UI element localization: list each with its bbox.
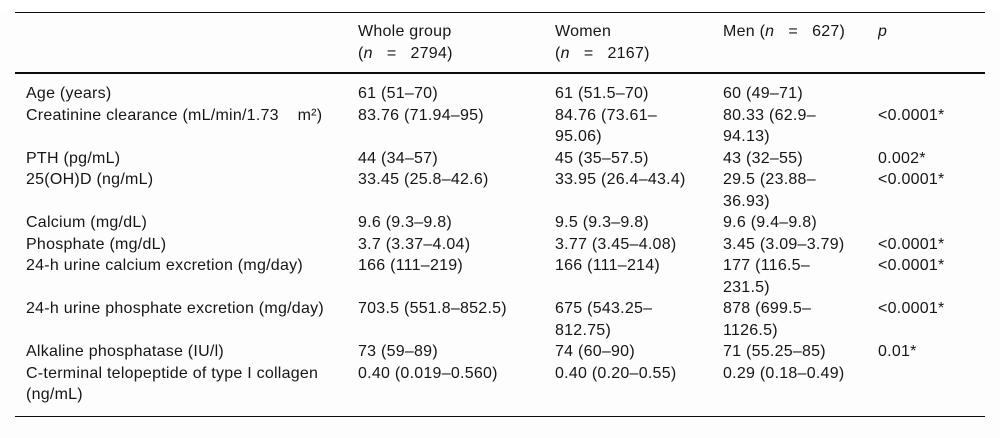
row-label-cell: Calcium (mg/dL) [26,214,148,231]
table-row: 24-h urine calcium excretion (mg/day) 16… [15,255,985,298]
table-row: C-terminal telopeptide of type I collage… [15,363,985,417]
p-value-cell: <0.0001* [878,106,945,124]
men-n: (n = 627) [759,23,846,40]
value-cell: 177 (116.5– 231.5) [723,257,810,296]
patient-characteristics-table: Whole group (n = 2794) Women (n = 2167) … [15,12,985,417]
row-label-cell: PTH (pg/mL) [26,149,121,167]
value-cell: 675 (543.25– 812.75) [555,300,653,339]
column-header-men: Men (n = 627) [723,13,878,74]
value-cell: 3.7 (3.37–4.04) [358,235,471,253]
p-value-cell: 0.01* [878,343,917,360]
value-cell: 9.6 (9.3–9.8) [358,214,452,231]
value-cell: 9.5 (9.3–9.8) [555,214,649,231]
row-label-cell: 24-h urine phosphate excretion (mg/day) [26,300,324,317]
p-value-cell: <0.0001* [878,300,945,317]
whole-group-title: Whole group [358,23,452,40]
value-cell: 33.45 (25.8–42.6) [358,171,489,188]
value-cell: 3.77 (3.45–4.08) [555,235,677,253]
table-row: 24-h urine phosphate excretion (mg/day) … [15,298,985,341]
value-cell: 29.5 (23.88– 36.93) [723,171,816,210]
value-cell: 166 (111–214) [555,257,660,274]
p-value-cell: <0.0001* [878,235,945,253]
value-cell: 9.6 (9.4–9.8) [723,214,817,231]
value-cell: 33.95 (26.4–43.4) [555,171,686,188]
row-label-cell: Age (years) [26,85,112,102]
column-header-women: Women (n = 2167) [555,13,723,74]
table-row: Phosphate (mg/dL) 3.7 (3.37–4.04) 3.77 (… [15,234,985,256]
value-cell: 71 (55.25–85) [723,343,826,360]
table-row: Age (years) 61 (51–70) 61 (51.5–70) 60 (… [15,73,985,105]
table-row: 25(OH)D (ng/mL) 33.45 (25.8–42.6) 33.95 … [15,169,985,212]
p-value-cell: <0.0001* [878,257,945,274]
value-cell: 83.76 (71.94–95) [358,106,484,124]
row-label-cell: Phosphate (mg/dL) [26,235,167,253]
row-label-cell: 24-h urine calcium excretion (mg/day) [26,257,303,274]
p-value-cell [878,363,985,417]
value-cell: 84.76 (73.61– 95.06) [555,106,657,146]
value-cell: 73 (59–89) [358,343,438,360]
men-title: Men [723,23,760,40]
value-cell: 0.40 (0.019–0.560) [358,364,498,382]
column-header-parameter [15,13,358,74]
women-title: Women [555,23,612,40]
value-cell: 45 (35–57.5) [555,149,649,167]
value-cell: 3.45 (3.09–3.79) [723,235,845,253]
value-cell: 80.33 (62.9– 94.13) [723,106,816,146]
table-row: Calcium (mg/dL) 9.6 (9.3–9.8) 9.5 (9.3–9… [15,212,985,234]
p-value-cell [878,73,985,105]
row-label-cell: Creatinine clearance (mL/min/1.73 m²) [26,106,323,124]
value-cell: 0.40 (0.20–0.55) [555,364,677,382]
p-value-cell: 0.002* [878,149,926,167]
row-label-cell: 25(OH)D (ng/mL) [26,171,154,188]
value-cell: 878 (699.5– 1126.5) [723,300,812,339]
p-value-cell [878,212,985,234]
column-header-p: p [878,23,888,40]
value-cell: 61 (51–70) [358,85,438,102]
value-cell: 703.5 (551.8–852.5) [358,300,507,317]
row-label-cell: Alkaline phosphatase (IU/l) [26,343,224,360]
value-cell: 61 (51.5–70) [555,85,649,102]
women-n: (n = 2167) [555,44,650,62]
value-cell: 44 (34–57) [358,149,438,167]
value-cell: 166 (111–219) [358,257,463,274]
column-header-whole-group: Whole group (n = 2794) [358,13,555,74]
p-value-cell: <0.0001* [878,171,945,188]
table-figure: Whole group (n = 2794) Women (n = 2167) … [0,12,1000,438]
value-cell: 0.29 (0.18–0.49) [723,364,845,382]
value-cell: 60 (49–71) [723,85,803,102]
table-row: Alkaline phosphatase (IU/l) 73 (59–89) 7… [15,341,985,363]
whole-group-n: (n = 2794) [358,44,453,62]
table-row: Creatinine clearance (mL/min/1.73 m²) 83… [15,105,985,148]
value-cell: 74 (60–90) [555,343,635,360]
table-row: PTH (pg/mL) 44 (34–57) 45 (35–57.5) 43 (… [15,148,985,170]
row-label-cell: C-terminal telopeptide of type I collage… [26,364,319,404]
header-row: Whole group (n = 2794) Women (n = 2167) … [15,13,985,74]
value-cell: 43 (32–55) [723,149,803,167]
